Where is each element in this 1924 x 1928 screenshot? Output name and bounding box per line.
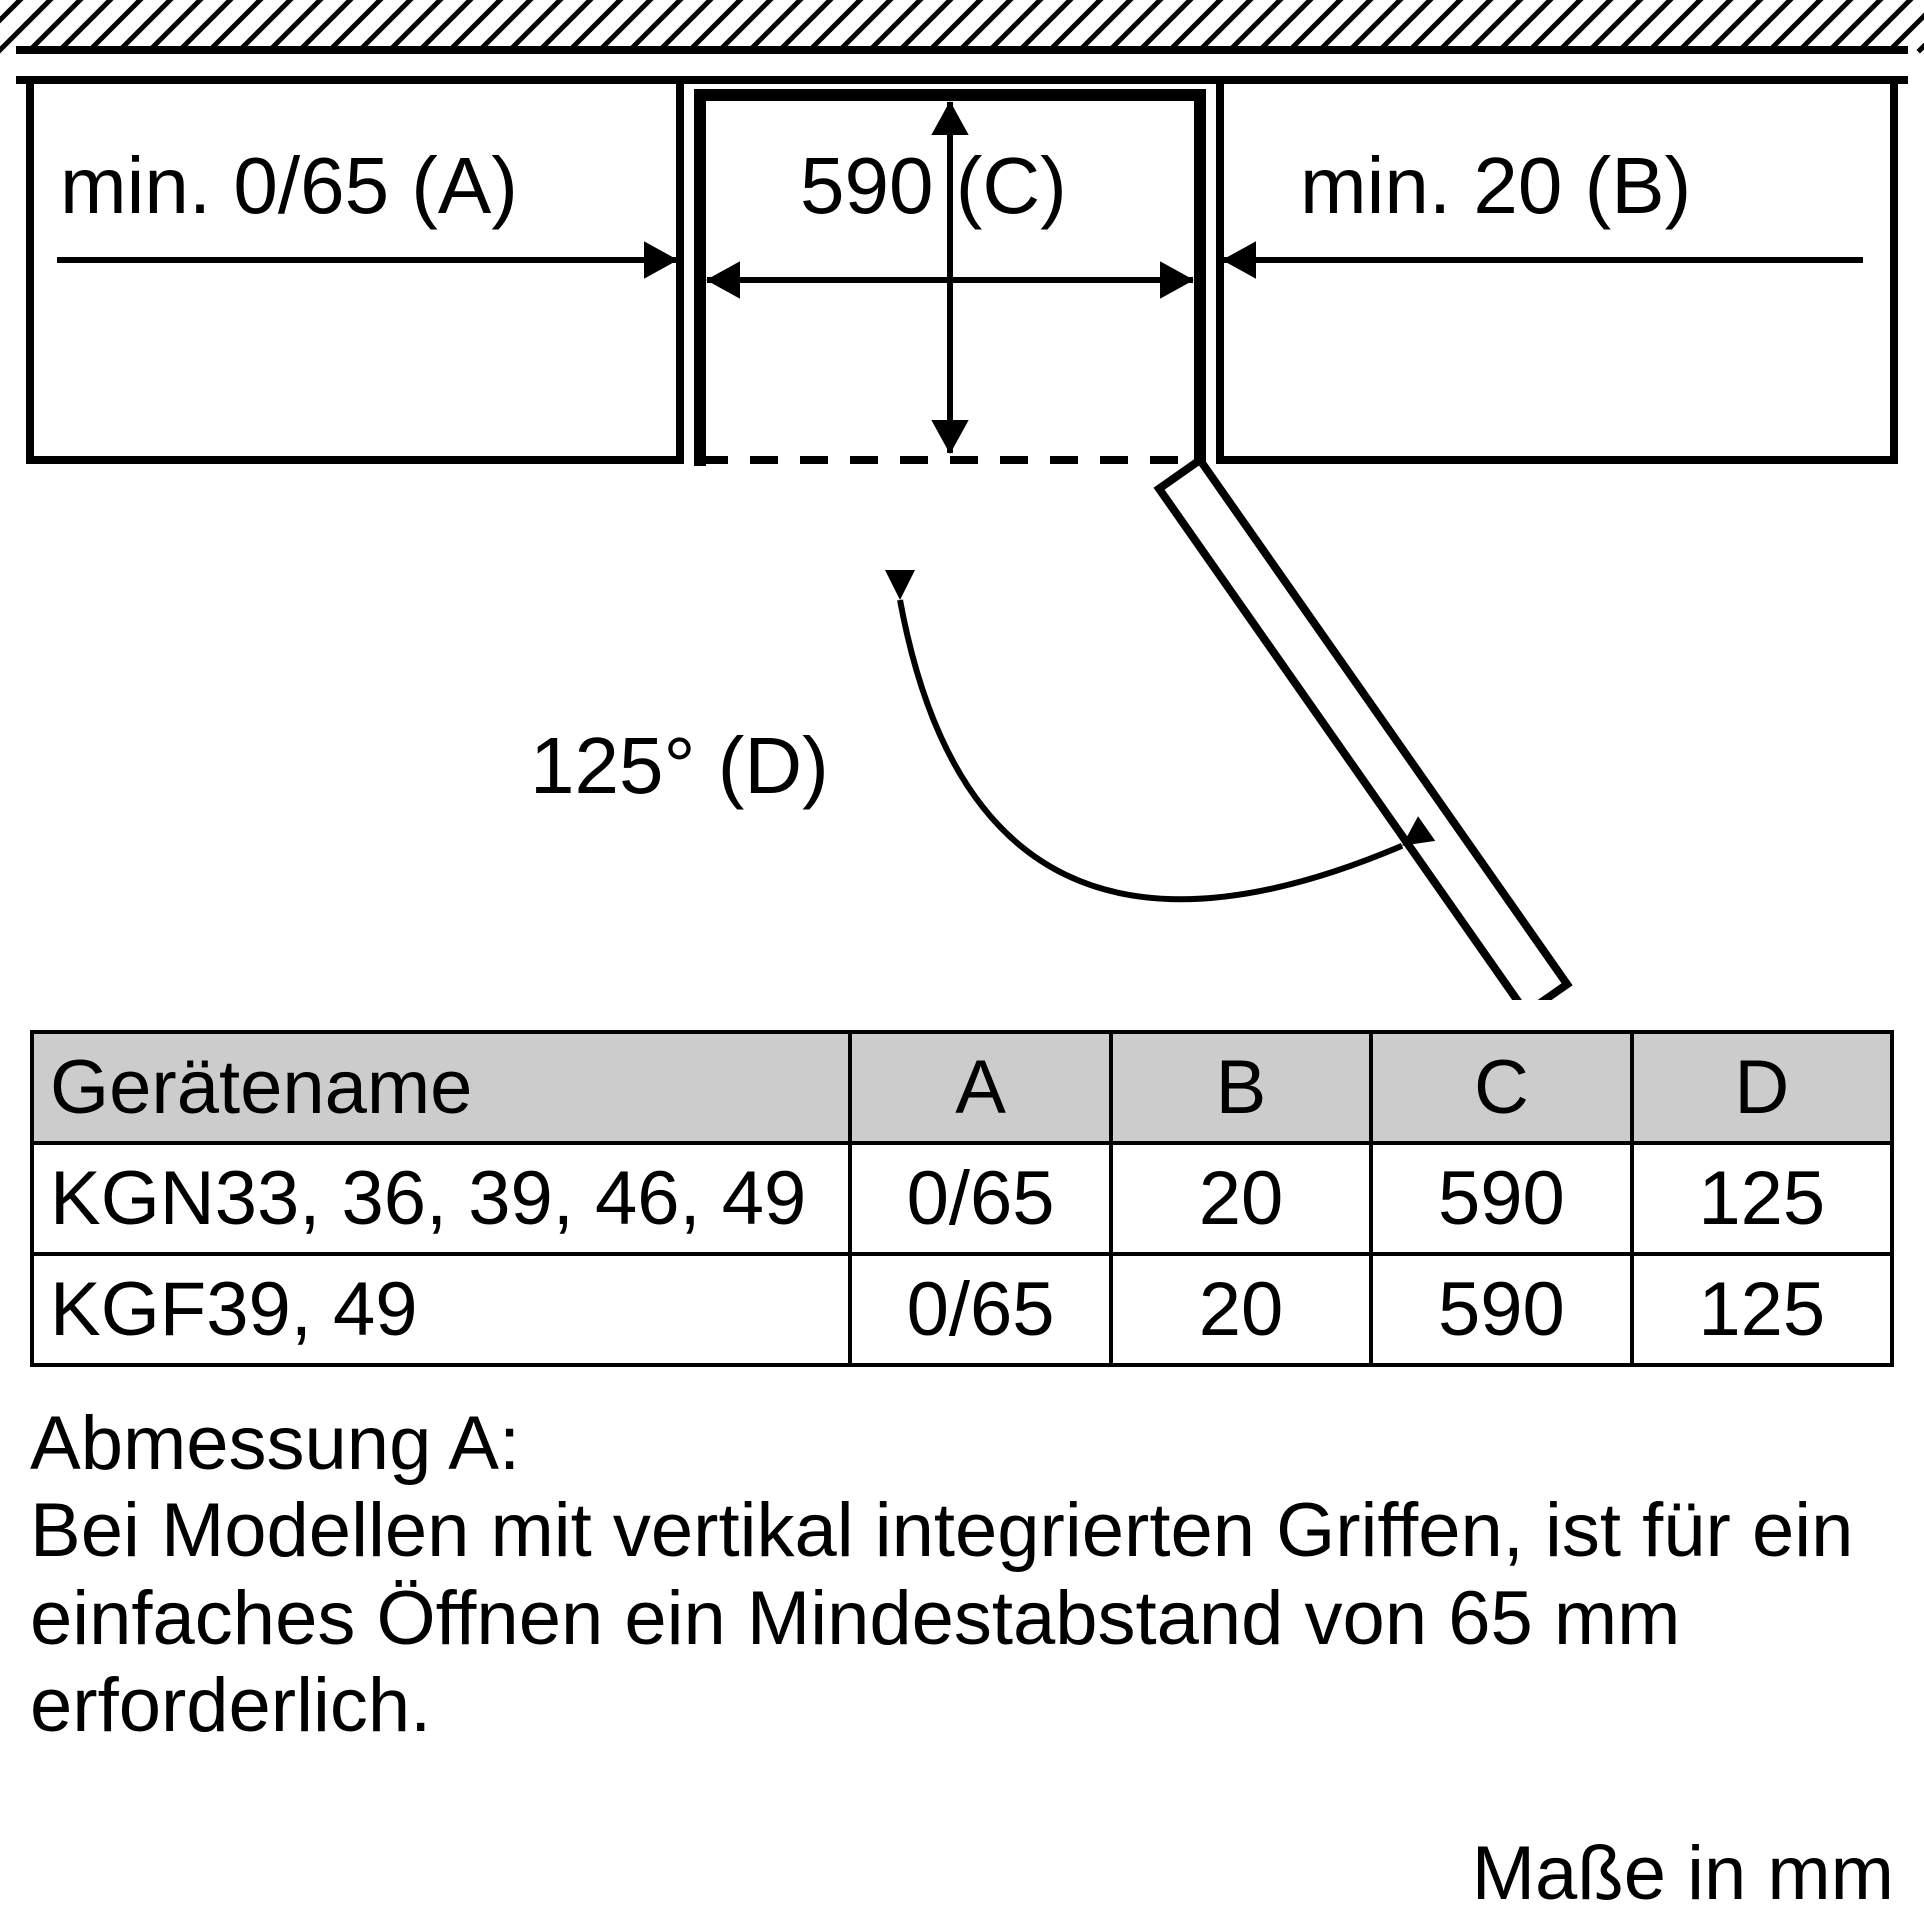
dimension-table: Gerätename A B C D KGN33, 36, 39, 46, 49…: [30, 1030, 1894, 1367]
footnote-title: Abmessung A:: [30, 1401, 520, 1486]
th-a: A: [850, 1032, 1110, 1143]
cell-c: 590: [1371, 1143, 1631, 1254]
cell-b: 20: [1111, 1254, 1371, 1365]
label-right-gap: min. 20 (B): [1300, 140, 1691, 232]
th-c: C: [1371, 1032, 1631, 1143]
th-b: B: [1111, 1032, 1371, 1143]
footnote: Abmessung A: Bei Modellen mit vertikal i…: [30, 1400, 1894, 1750]
table-row: KGN33, 36, 39, 46, 490/6520590125: [32, 1143, 1892, 1254]
footnote-body: Bei Modellen mit vertikal integrierten G…: [30, 1488, 1853, 1748]
th-name: Gerätename: [32, 1032, 850, 1143]
page: min. 0/65 (A) min. 20 (B) 590 (C) 125° (…: [0, 0, 1924, 1928]
cell-a: 0/65: [850, 1143, 1110, 1254]
cell-c: 590: [1371, 1254, 1631, 1365]
label-angle: 125° (D): [530, 720, 829, 812]
units-label: Maße in mm: [1472, 1830, 1894, 1917]
th-d: D: [1632, 1032, 1892, 1143]
cell-d: 125: [1632, 1143, 1892, 1254]
label-left-gap: min. 0/65 (A): [60, 140, 518, 232]
cell-a: 0/65: [850, 1254, 1110, 1365]
cell-b: 20: [1111, 1143, 1371, 1254]
cell-name: KGN33, 36, 39, 46, 49: [32, 1143, 850, 1254]
table-row: KGF39, 490/6520590125: [32, 1254, 1892, 1365]
table-header-row: Gerätename A B C D: [32, 1032, 1892, 1143]
cell-name: KGF39, 49: [32, 1254, 850, 1365]
label-width: 590 (C): [800, 140, 1067, 232]
cell-d: 125: [1632, 1254, 1892, 1365]
